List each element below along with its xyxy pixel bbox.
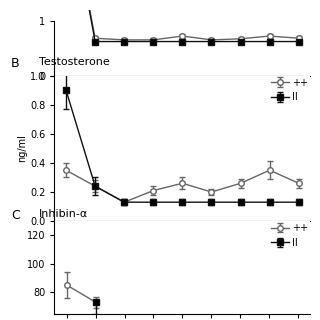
Legend: ++, II: ++, II [271, 223, 308, 248]
Legend: ++, II: ++, II [271, 78, 308, 102]
Text: C: C [11, 209, 20, 222]
Text: Testosterone: Testosterone [39, 57, 110, 67]
Y-axis label: ng/ml: ng/ml [17, 134, 27, 162]
Text: B: B [11, 57, 20, 70]
Text: Inhibin-α: Inhibin-α [39, 209, 88, 219]
